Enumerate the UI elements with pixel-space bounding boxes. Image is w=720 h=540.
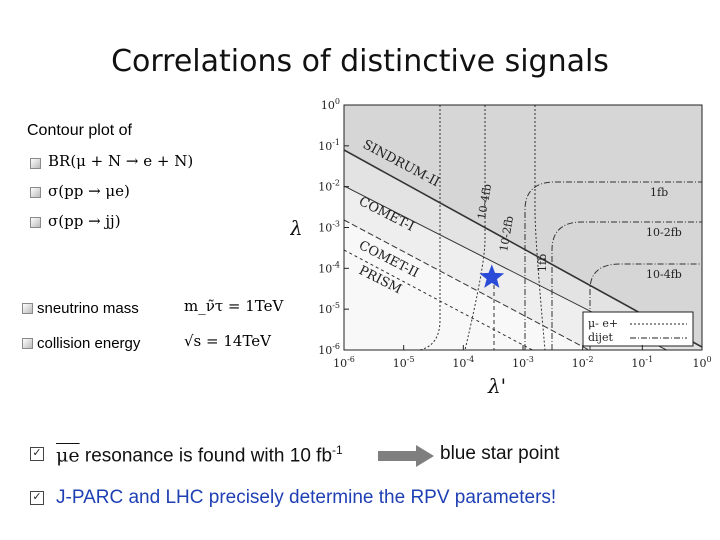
formula-br: BR(μ + N → e + N) [48, 152, 194, 170]
y-tick-label: 10-4 [318, 260, 340, 275]
result-text: blue star point [440, 443, 560, 464]
contour-label-dijet-1: 1fb [650, 186, 668, 199]
y-tick-label: 10-6 [318, 342, 340, 357]
contour-label-dijet-1-vertical: 1fb [536, 254, 549, 272]
checkbox-icon: ✓ [30, 491, 44, 505]
x-tick-label: 10-2 [572, 355, 594, 370]
arrow-right-icon [378, 445, 434, 467]
blue-star-marker [479, 264, 505, 288]
legend-box [582, 311, 694, 347]
conclusion-1-sup: -1 [332, 443, 343, 457]
comet-ii-bound-line [344, 219, 591, 350]
contour-label-mue-1e-2: 10-2fb [497, 215, 516, 253]
contour-plot: SINDRUM-II COMET-I COMET-II PRISM 10-4fb… [290, 97, 712, 398]
x-tick-label: 10-6 [333, 355, 355, 370]
param-value-energy: √s = 14TeV [184, 332, 271, 350]
y-tick-label: 10-1 [318, 138, 340, 153]
prism-bound-line [344, 249, 534, 350]
formula-sigma-jj: σ(pp → jj) [48, 212, 121, 230]
contour-label-mue-1e-4: 10-4fb [475, 183, 494, 221]
legend-label-dijet: dijet [588, 331, 613, 344]
x-tick-label: 10-3 [512, 355, 534, 370]
formula-sigma-mue: σ(pp → μe) [48, 182, 130, 200]
contour-label: Contour plot of [27, 122, 132, 139]
contour-dijet-1e-4 [589, 263, 702, 350]
x-tick-label: 100 [692, 355, 711, 370]
mue-label: μe [56, 444, 80, 467]
param-label-mass: sneutrino mass [37, 300, 139, 317]
bullet-icon [30, 217, 41, 228]
contour-label-dijet-1e-2: 10-2fb [646, 226, 682, 239]
contour-dijet-1 [524, 181, 702, 350]
y-tick-label: 10-3 [318, 220, 340, 235]
slide-title: Correlations of distinctive signals [111, 44, 609, 79]
param-value-mass: m_ν̃τ = 1TeV [184, 297, 284, 315]
legend-label-mue: μ- e+ [588, 317, 618, 330]
param-label-energy: collision energy [37, 335, 141, 352]
x-tick-label: 10-5 [393, 355, 415, 370]
y-tick-label: 10-5 [318, 301, 340, 316]
conclusion-1: μe resonance is found with 10 fb-1 [56, 443, 343, 467]
x-axis-label: λ' [487, 374, 506, 398]
bullet-icon [30, 187, 41, 198]
y-tick-label: 100 [321, 97, 340, 112]
bullet-icon [22, 338, 33, 349]
bullet-icon [30, 158, 41, 169]
y-tick-label: 10-2 [318, 179, 340, 194]
y-axis-label: λ [290, 216, 303, 240]
contour-label-dijet-1e-4: 10-4fb [646, 268, 682, 281]
contour-mue-1e-4 [419, 105, 441, 350]
conclusion-1-text: resonance is found with 10 fb [79, 445, 333, 467]
checkbox-icon: ✓ [30, 447, 44, 461]
contour-mue-1e-2 [464, 105, 486, 350]
bullet-icon [22, 303, 33, 314]
x-tick-label: 10-4 [452, 355, 474, 370]
conclusion-2: J-PARC and LHC precisely determine the R… [56, 487, 557, 508]
contour-dijet-1e-2 [551, 221, 702, 350]
x-tick-label: 10-1 [631, 355, 653, 370]
contour-mue-1 [534, 105, 546, 350]
